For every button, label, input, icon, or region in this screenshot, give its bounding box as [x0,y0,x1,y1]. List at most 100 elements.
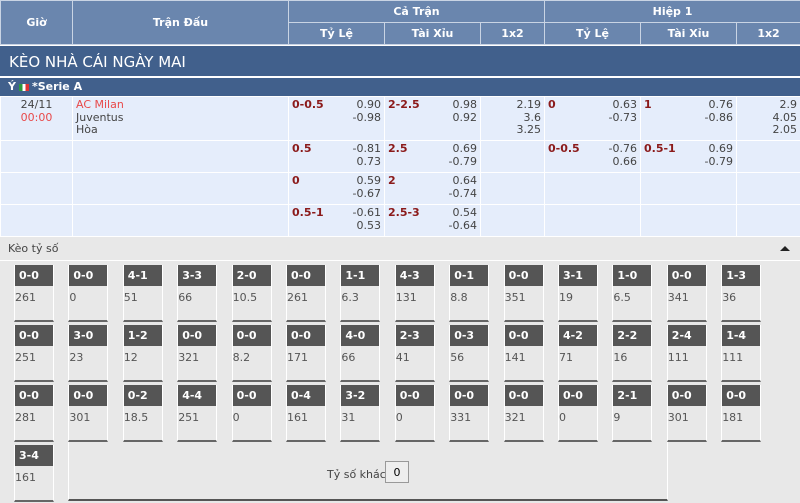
score-odd: 8.8 [450,286,488,304]
score-odd: 31 [341,406,379,424]
home-team[interactable]: AC Milan [76,99,285,112]
away-team[interactable]: Juventus [76,112,285,125]
col-tran-dau: Trận Đấu [73,1,289,45]
odd-value: -0.86 [644,112,733,125]
score-label: 0-0 [396,385,434,406]
odds-1x2[interactable] [481,173,545,205]
h1-handicap[interactable] [545,205,641,237]
h1-over-under[interactable] [641,205,737,237]
score-label: 0-0 [450,385,488,406]
score-label: 0-0 [69,385,107,406]
score-odd: 56 [450,346,488,364]
odds-1x2[interactable] [481,205,545,237]
score-odd: 18.5 [124,406,162,424]
score-label: 3-1 [559,265,597,286]
score-odd: 0 [233,406,271,424]
odds-1x2[interactable] [737,141,800,173]
h1-over-under[interactable] [641,173,737,205]
score-odd: 161 [287,406,325,424]
ft-over-under-line: 2-2.5 [388,99,420,112]
odd-value: 0.66 [548,156,637,169]
score-label: 0-0 [69,265,107,286]
collapse-arrow-icon[interactable] [780,246,790,251]
league-row[interactable]: Ý*Serie A [0,78,800,96]
score-odd: 251 [15,346,53,364]
odds-1x2[interactable] [481,141,545,173]
correct-score-toggle[interactable]: Kèo tỷ số [0,237,800,261]
score-odd: 321 [178,346,216,364]
h1-handicap[interactable] [545,173,641,205]
ft-handicap-line: 0.5 [292,143,312,156]
empty-cell [73,141,289,173]
league-name: *Serie A [32,80,82,93]
score-odd: 131 [396,286,434,304]
other-score-input[interactable] [385,461,409,483]
odds-1x2[interactable] [737,205,800,237]
odds-1x2[interactable] [737,173,800,205]
score-label: 0-0 [233,325,271,346]
h1-handicap-line: 0-0.5 [548,143,580,156]
